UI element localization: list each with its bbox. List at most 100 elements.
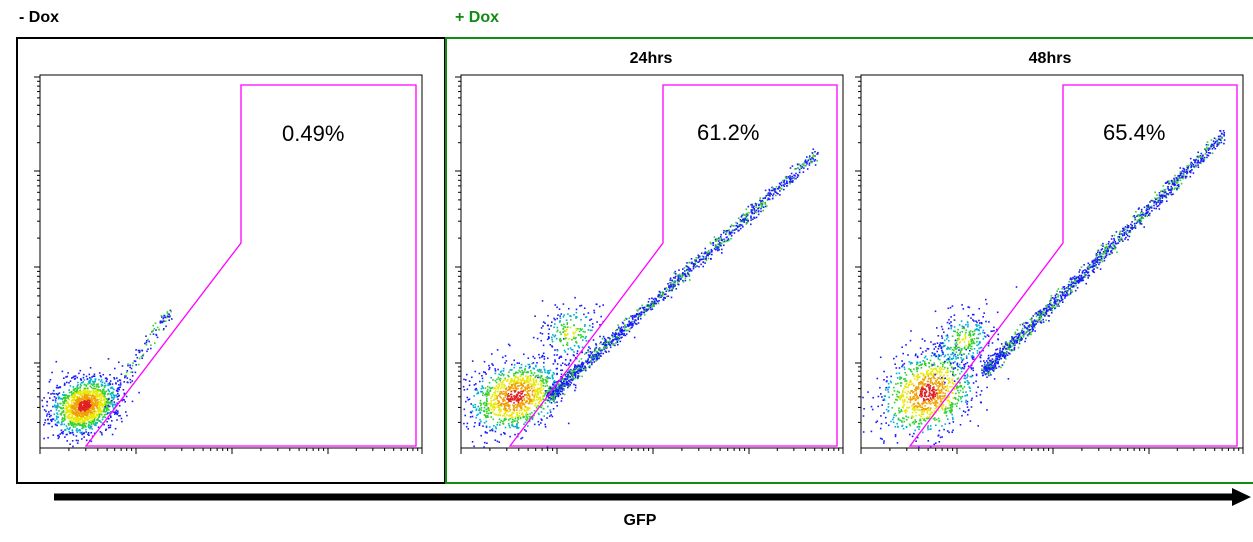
event-dot xyxy=(521,379,523,382)
event-dot xyxy=(654,297,656,300)
event-dot xyxy=(671,285,673,288)
event-dot xyxy=(969,420,972,422)
event-dot xyxy=(114,411,117,413)
event-dot xyxy=(83,373,85,376)
event-dot xyxy=(493,406,495,408)
event-dot xyxy=(937,377,940,379)
event-dot xyxy=(89,390,91,393)
event-dot xyxy=(118,379,121,381)
event-dot xyxy=(703,258,706,260)
event-dot xyxy=(502,400,504,403)
event-dot xyxy=(766,194,769,196)
event-dot xyxy=(134,360,137,363)
event-dot xyxy=(621,336,623,339)
event-dot xyxy=(519,417,522,420)
event-dot xyxy=(514,380,516,383)
event-dot xyxy=(789,167,792,169)
event-dot xyxy=(60,398,63,400)
event-dot xyxy=(516,393,518,396)
event-dot xyxy=(525,371,527,374)
event-dot xyxy=(698,265,700,268)
event-dot xyxy=(480,407,483,409)
event-dot xyxy=(593,311,596,314)
event-dot xyxy=(609,346,612,349)
event-dot xyxy=(508,410,511,413)
event-dot xyxy=(939,374,942,376)
event-dot xyxy=(574,372,576,375)
event-dot xyxy=(601,343,604,346)
event-dot xyxy=(657,295,659,298)
event-dot xyxy=(74,422,76,425)
event-dot xyxy=(503,408,505,410)
event-dot xyxy=(598,348,600,351)
event-dot xyxy=(69,404,71,407)
event-dot xyxy=(598,353,601,355)
event-dot xyxy=(165,325,167,328)
event-dot xyxy=(121,420,123,423)
event-dot xyxy=(787,176,790,178)
event-dot xyxy=(582,330,585,333)
event-dot xyxy=(909,424,912,427)
event-dot xyxy=(708,253,711,255)
event-dot xyxy=(688,268,691,270)
event-dot xyxy=(655,298,657,301)
event-dot xyxy=(570,373,572,376)
event-dot xyxy=(569,370,572,373)
event-dot xyxy=(935,369,938,372)
event-dot xyxy=(934,400,937,402)
event-dot xyxy=(890,381,892,384)
event-dot xyxy=(944,354,947,357)
event-dot xyxy=(513,389,516,392)
event-dot xyxy=(108,426,110,429)
event-dot xyxy=(750,203,752,206)
event-dot xyxy=(812,148,815,150)
event-dot xyxy=(96,392,99,394)
event-dot xyxy=(107,402,109,404)
event-dot xyxy=(678,269,680,271)
event-dot xyxy=(589,351,592,353)
event-dot xyxy=(46,404,48,407)
event-dot xyxy=(627,325,629,327)
event-dot xyxy=(584,353,586,355)
event-dot xyxy=(498,418,501,420)
event-dot xyxy=(530,383,533,386)
event-dot xyxy=(912,403,915,406)
event-dot xyxy=(621,332,624,334)
event-dot xyxy=(941,384,944,386)
event-dot xyxy=(525,430,527,432)
event-dot xyxy=(564,385,566,387)
event-dot xyxy=(494,397,496,399)
event-dot xyxy=(544,385,547,387)
event-dot xyxy=(516,420,518,422)
event-dot xyxy=(757,213,760,216)
event-dot xyxy=(163,328,165,330)
event-dot xyxy=(502,381,504,384)
event-dot xyxy=(488,381,491,384)
event-dot xyxy=(527,418,529,420)
event-dot xyxy=(581,362,583,365)
event-dot xyxy=(933,391,936,393)
event-dot xyxy=(491,411,494,413)
event-dot xyxy=(639,313,641,316)
event-dot xyxy=(624,324,626,327)
event-dot xyxy=(693,259,696,261)
event-dot xyxy=(476,414,478,417)
event-dot xyxy=(509,397,512,400)
event-dot xyxy=(116,412,118,415)
event-dot xyxy=(503,406,506,409)
event-dot xyxy=(111,396,113,399)
event-dot xyxy=(56,416,58,419)
event-dot xyxy=(498,394,500,397)
event-dot xyxy=(521,369,523,372)
event-dot xyxy=(529,395,531,398)
event-dot xyxy=(567,375,570,377)
event-dot xyxy=(509,408,512,411)
event-dot xyxy=(46,415,48,417)
event-dot xyxy=(616,340,619,342)
event-dot xyxy=(556,401,558,403)
event-dot xyxy=(545,398,548,401)
event-dot xyxy=(517,417,519,419)
event-dot xyxy=(93,385,96,388)
event-dot xyxy=(904,386,907,388)
event-dot xyxy=(651,300,653,303)
